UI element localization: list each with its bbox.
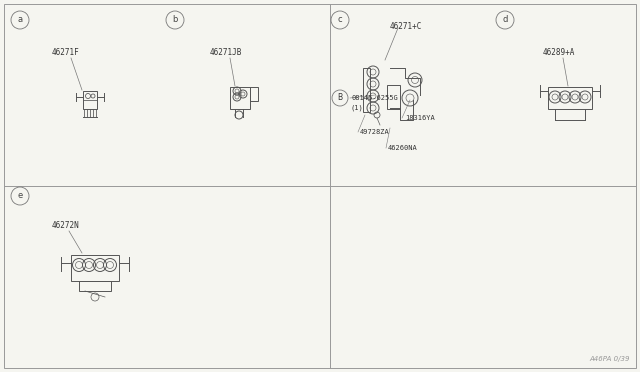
- Text: b: b: [172, 16, 178, 25]
- Bar: [250, 87, 258, 101]
- Text: 46272N: 46272N: [52, 221, 80, 230]
- Text: 18316YA: 18316YA: [405, 115, 435, 121]
- Text: 46289+A: 46289+A: [543, 48, 575, 57]
- Text: A46PA 0/39: A46PA 0/39: [589, 356, 630, 362]
- Text: 49728ZA: 49728ZA: [360, 129, 390, 135]
- Text: a: a: [17, 16, 22, 25]
- Text: c: c: [338, 16, 342, 25]
- Text: 08146-6255G: 08146-6255G: [351, 95, 397, 101]
- Text: B: B: [337, 93, 342, 103]
- Bar: [363, 68, 370, 112]
- Bar: [79, 281, 111, 291]
- Bar: [387, 85, 400, 109]
- Text: 46260NA: 46260NA: [388, 145, 418, 151]
- Text: d: d: [502, 16, 508, 25]
- Bar: [83, 91, 97, 109]
- Text: e: e: [17, 192, 22, 201]
- Bar: [230, 87, 250, 109]
- Text: 46271JB: 46271JB: [210, 48, 243, 57]
- Text: 46271+C: 46271+C: [390, 22, 422, 31]
- Text: (1): (1): [351, 105, 364, 111]
- Bar: [71, 255, 119, 281]
- Text: 46271F: 46271F: [52, 48, 80, 57]
- Bar: [548, 87, 592, 109]
